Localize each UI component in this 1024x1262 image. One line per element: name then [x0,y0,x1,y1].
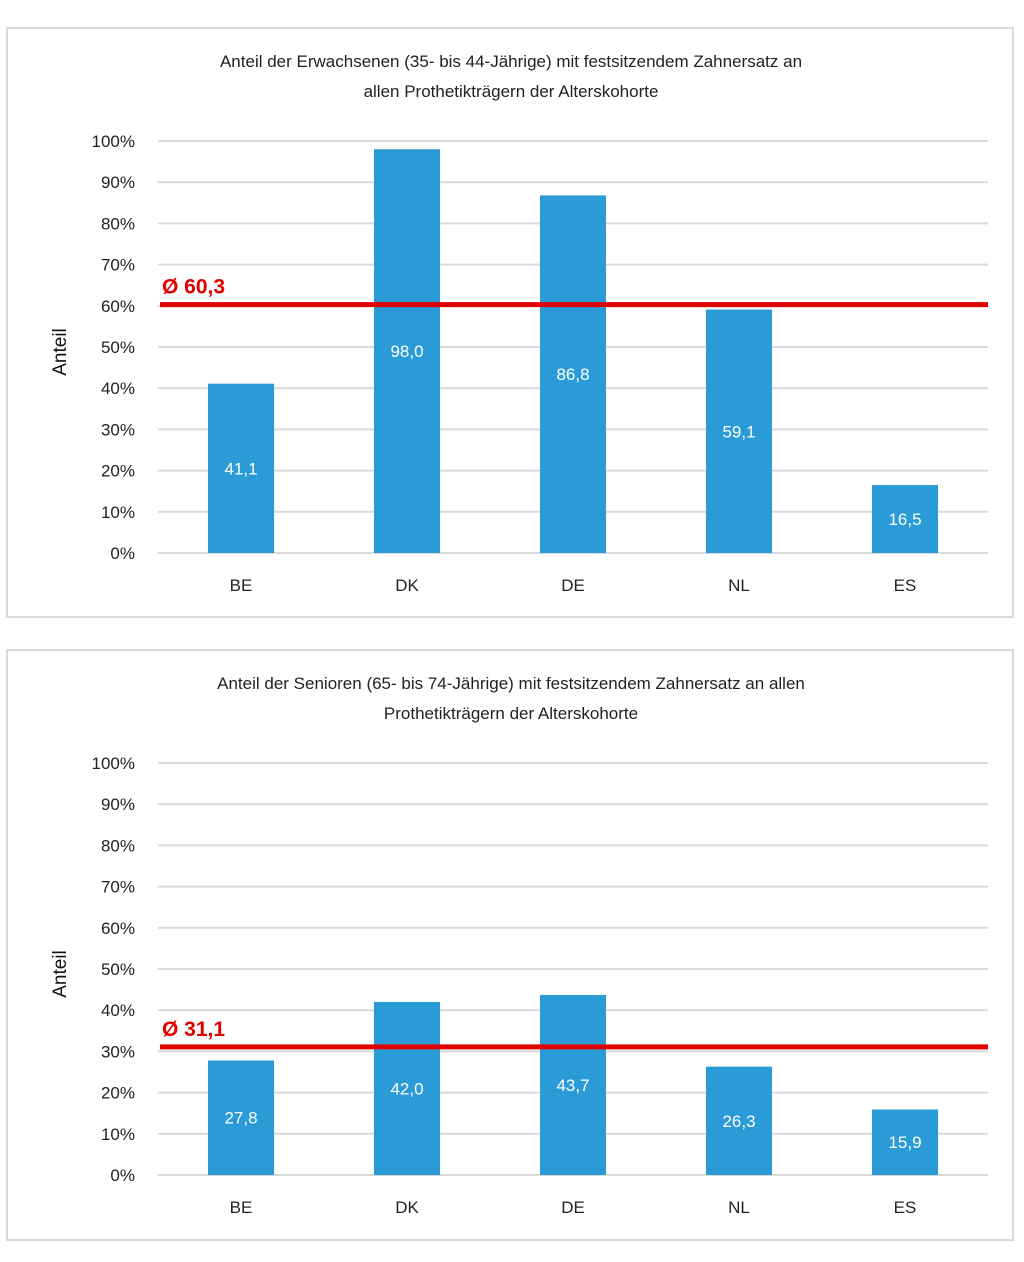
x-tick-label: ES [894,576,917,595]
chart-panel-seniors: Anteil der Senioren (65- bis 74-Jährige)… [6,649,1014,1241]
y-tick-label: 60% [101,297,135,316]
y-tick-label: 90% [101,795,135,814]
bar-be [208,383,274,553]
chart-title-line-1: Anteil der Senioren (65- bis 74-Jährige)… [217,674,805,693]
y-tick-label: 40% [101,1001,135,1020]
y-tick-label: 20% [101,462,135,481]
data-label: 26,3 [722,1112,755,1131]
data-label: 59,1 [722,422,755,441]
y-tick-label: 60% [101,919,135,938]
chart-title-line-1: Anteil der Erwachsenen (35- bis 44-Jähri… [220,52,802,71]
chart-title-line-2: Prothetikträgern der Alterskohorte [384,704,638,723]
bar-de [540,994,606,1175]
y-tick-label: 30% [101,420,135,439]
average-label: Ø 60,3 [162,276,225,299]
y-tick-label: 10% [101,503,135,522]
x-tick-label: NL [728,1198,750,1217]
x-tick-label: NL [728,576,750,595]
y-tick-label: 90% [101,173,135,192]
x-tick-label: DK [395,576,419,595]
chart-seniors: Anteil der Senioren (65- bis 74-Jährige)… [50,674,988,1217]
data-label: 27,8 [224,1109,257,1128]
bar-dk [374,1001,440,1175]
x-tick-label: DE [561,576,585,595]
y-tick-label: 50% [101,960,135,979]
data-label: 86,8 [556,365,589,384]
y-tick-label: 30% [101,1042,135,1061]
y-tick-label: 40% [101,379,135,398]
bar-nl [706,1066,772,1175]
bar-es [872,1109,938,1175]
y-tick-label: 80% [101,214,135,233]
y-tick-label: 20% [101,1084,135,1103]
data-label: 43,7 [556,1076,589,1095]
chart-title-line-2: allen Prothetikträgern der Alterskohorte [364,82,659,101]
data-label: 16,5 [888,510,921,529]
bar-dk [374,149,440,553]
y-tick-label: 0% [110,1166,135,1185]
y-tick-label: 50% [101,338,135,357]
x-tick-label: BE [230,1198,253,1217]
average-label: Ø 31,1 [162,1018,225,1041]
y-tick-label: 100% [92,132,135,151]
bar-nl [706,309,772,553]
bar-es [872,485,938,553]
bar-be [208,1060,274,1175]
y-axis-label: Anteil [50,950,71,998]
data-label: 42,0 [390,1079,423,1098]
chart-panel-adults: Anteil der Erwachsenen (35- bis 44-Jähri… [6,27,1014,618]
chart-adults: Anteil der Erwachsenen (35- bis 44-Jähri… [50,52,988,595]
x-tick-label: DK [395,1198,419,1217]
y-tick-label: 0% [110,544,135,563]
y-tick-label: 70% [101,256,135,275]
y-tick-label: 10% [101,1125,135,1144]
x-tick-label: DE [561,1198,585,1217]
y-axis-label: Anteil [50,328,71,376]
bar-de [540,195,606,553]
y-tick-label: 80% [101,836,135,855]
data-label: 98,0 [390,342,423,361]
data-label: 15,9 [888,1133,921,1152]
y-tick-label: 100% [92,754,135,773]
x-tick-label: ES [894,1198,917,1217]
data-label: 41,1 [224,459,257,478]
y-tick-label: 70% [101,878,135,897]
x-tick-label: BE [230,576,253,595]
